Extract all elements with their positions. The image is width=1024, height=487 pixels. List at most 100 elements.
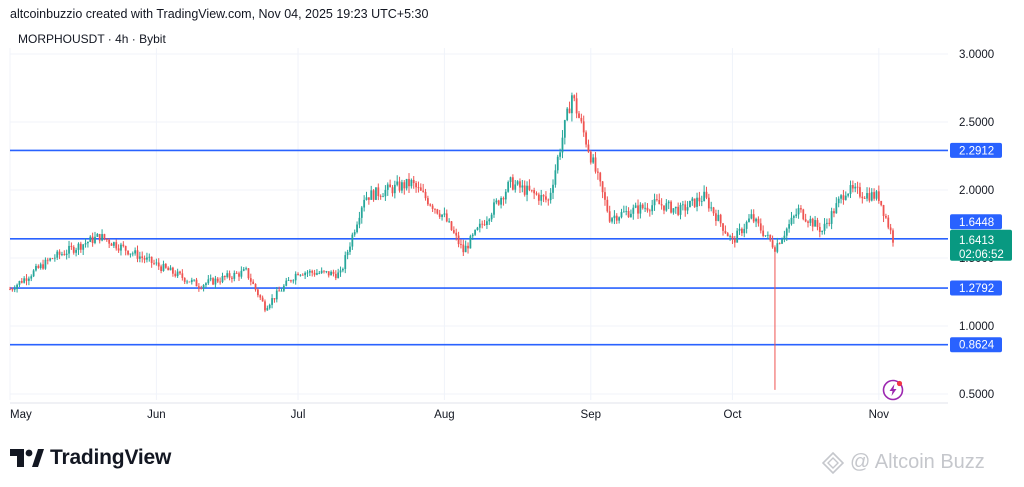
- candle-body: [632, 207, 635, 214]
- candle-body: [462, 244, 465, 253]
- candle-body: [271, 298, 273, 305]
- candle-body: [774, 247, 776, 252]
- candle-body: [410, 179, 413, 187]
- y-tick-label: 1.0000: [959, 321, 994, 333]
- candle-body: [434, 208, 436, 210]
- candle-body: [608, 211, 611, 222]
- lightning-bolt-icon[interactable]: [882, 379, 904, 401]
- candle-body: [51, 258, 54, 260]
- candle-body: [615, 215, 618, 221]
- level-price-value: 2.2912: [959, 145, 994, 157]
- candle-body: [188, 281, 191, 283]
- candle-body: [835, 203, 838, 214]
- candle-body: [304, 272, 307, 276]
- candle-body: [46, 259, 49, 261]
- bar-countdown: 02:06:52: [959, 249, 1004, 261]
- candle-body: [469, 236, 472, 249]
- candle-body: [174, 273, 177, 277]
- x-axis: May Jun Jul Aug Sep Oct Nov: [10, 409, 889, 421]
- candle-body: [61, 254, 63, 255]
- candle-body: [833, 211, 835, 214]
- candlestick-series: [9, 92, 894, 390]
- brand-name: TradingView: [50, 446, 172, 469]
- candle-body: [35, 265, 37, 271]
- candle-body: [585, 132, 587, 145]
- candle-body: [752, 214, 755, 222]
- candle-body: [837, 198, 840, 204]
- candle-body: [219, 281, 222, 283]
- candle-body: [131, 253, 134, 255]
- x-tick-label: Nov: [869, 409, 890, 421]
- candle-body: [677, 206, 680, 215]
- candle-body: [630, 213, 632, 218]
- candle-body: [471, 234, 474, 237]
- candle-body: [351, 234, 354, 247]
- candle-body: [401, 182, 403, 191]
- candle-body: [738, 228, 741, 231]
- candle-body: [292, 280, 295, 282]
- candle-body: [859, 187, 861, 197]
- candle-body: [861, 196, 864, 199]
- candle-body: [327, 271, 330, 276]
- candle-body: [396, 181, 399, 185]
- candle-body: [27, 278, 30, 281]
- candle-body: [856, 186, 859, 188]
- candle-body: [150, 256, 153, 263]
- candle-body: [851, 185, 854, 189]
- candle-body: [20, 281, 23, 283]
- candle-body: [264, 301, 266, 311]
- candle-body: [509, 177, 512, 182]
- last-price-value: 1.6413: [959, 235, 994, 247]
- candle-body: [195, 279, 198, 287]
- candle-body: [478, 223, 481, 228]
- candle-body: [821, 230, 824, 232]
- candle-body: [266, 307, 269, 311]
- candle-body: [257, 289, 259, 296]
- candle-body: [268, 304, 271, 308]
- candle-body: [474, 229, 477, 235]
- candle-body: [136, 250, 139, 259]
- candle-body: [205, 283, 207, 286]
- symbol-info[interactable]: MORPHOUSDT · 4h · Bybit: [18, 32, 166, 46]
- candle-body: [644, 207, 646, 209]
- candle-body: [809, 218, 812, 223]
- candle-body: [556, 156, 559, 171]
- candle-body: [325, 271, 328, 273]
- candle-body: [733, 238, 736, 243]
- candle-body: [790, 217, 793, 225]
- candle-body: [783, 235, 786, 240]
- candle-body: [497, 200, 500, 205]
- candle-body: [854, 186, 857, 189]
- candle-body: [870, 192, 873, 201]
- candle-body: [646, 207, 649, 211]
- candle-body: [660, 204, 663, 206]
- candle-body: [382, 196, 384, 198]
- candle-body: [358, 217, 361, 225]
- candle-body: [658, 200, 661, 205]
- candle-body: [242, 269, 245, 271]
- level-price-tag: 1.6448: [950, 214, 1002, 230]
- candle-body: [681, 204, 684, 206]
- last-price-tag: 1.6413 02:06:52: [950, 229, 1012, 261]
- candle-body: [689, 200, 691, 208]
- candle-body: [75, 249, 78, 253]
- candle-body: [849, 185, 852, 194]
- candle-body: [143, 258, 146, 260]
- candle-body: [455, 232, 458, 236]
- candle-body: [23, 278, 26, 283]
- candle-body: [318, 272, 321, 274]
- candle-body: [228, 273, 231, 278]
- candle-body: [120, 244, 122, 251]
- candle-body: [18, 281, 21, 285]
- candle-body: [445, 213, 448, 222]
- candle-body: [877, 191, 880, 201]
- candle-body: [332, 271, 335, 274]
- candle-body: [587, 144, 590, 152]
- candle-body: [200, 288, 203, 289]
- candle-body: [840, 195, 842, 199]
- candle-body: [157, 262, 160, 267]
- candle-body: [452, 230, 455, 233]
- candle-body: [792, 216, 795, 218]
- candle-body: [16, 284, 18, 290]
